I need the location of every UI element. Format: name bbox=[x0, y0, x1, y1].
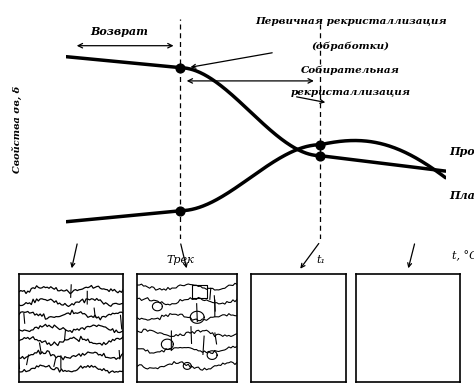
Text: Собирательная: Собирательная bbox=[301, 66, 400, 75]
Point bbox=[317, 142, 324, 148]
Text: Прочность: Прочность bbox=[449, 146, 474, 157]
Text: рекристаллизация: рекристаллизация bbox=[291, 88, 411, 96]
Text: Возврат: Возврат bbox=[91, 26, 148, 37]
Text: Свойства σв, δ: Свойства σв, δ bbox=[12, 86, 22, 173]
Text: t₁: t₁ bbox=[316, 255, 325, 265]
Text: t, °C: t, °C bbox=[452, 250, 474, 261]
Point bbox=[176, 64, 184, 71]
Point bbox=[176, 208, 184, 214]
Text: (обработки): (обработки) bbox=[312, 41, 390, 51]
Text: Первичная рекристаллизация: Первичная рекристаллизация bbox=[255, 17, 447, 26]
Text: Пластичность: Пластичность bbox=[449, 190, 474, 201]
Text: Tрек: Tрек bbox=[166, 255, 194, 265]
Point bbox=[317, 152, 324, 159]
